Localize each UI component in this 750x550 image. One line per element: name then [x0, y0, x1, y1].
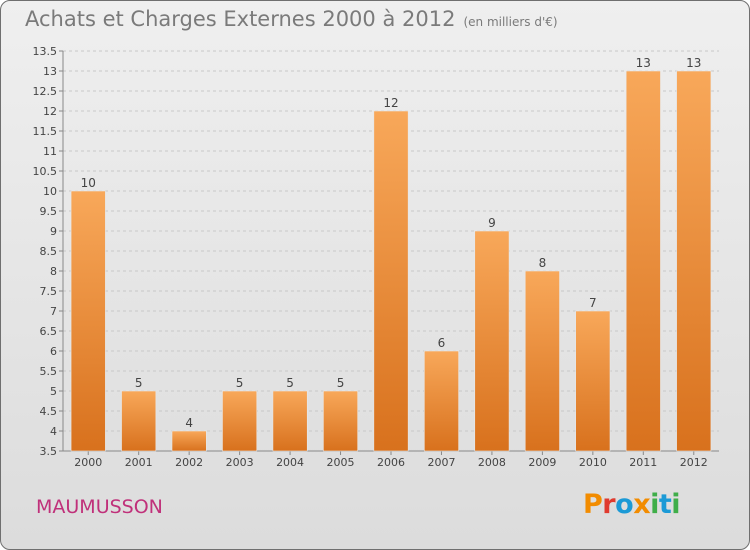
bar-value-label: 8	[539, 256, 547, 270]
bar	[625, 70, 661, 452]
proxiti-logo[interactable]: Proxiti	[583, 489, 681, 520]
chart-header: Achats et Charges Externes 2000 à 2012 (e…	[25, 7, 558, 31]
bar-value-label: 9	[488, 216, 496, 230]
logo-letter: t	[658, 489, 672, 520]
logo-letter: o	[615, 489, 634, 520]
y-tick-label: 7	[50, 305, 57, 318]
bar-value-label: 4	[185, 416, 193, 430]
y-tick-label: 8.5	[40, 245, 58, 258]
y-tick-label: 13	[43, 65, 57, 78]
chart-unit: (en milliers d'€)	[463, 15, 558, 29]
bar	[323, 390, 358, 452]
y-tick-label: 8	[50, 265, 57, 278]
y-tick-label: 13.5	[33, 45, 58, 58]
x-tick-label: 2004	[276, 456, 304, 469]
x-tick-label: 2012	[680, 456, 708, 469]
logo-letter: r	[602, 489, 616, 520]
x-tick-label: 2003	[226, 456, 254, 469]
y-tick-label: 6	[50, 345, 57, 358]
bar	[424, 350, 459, 452]
bars	[70, 70, 712, 452]
logo-letter: i	[650, 489, 659, 520]
y-tick-label: 10.5	[33, 165, 58, 178]
bar	[70, 190, 106, 452]
y-tick-label: 9.5	[40, 205, 58, 218]
y-tick-label: 4	[50, 425, 57, 438]
bar-value-label: 13	[636, 56, 651, 70]
y-tick-label: 4.5	[40, 405, 58, 418]
bar-value-label: 7	[589, 296, 597, 310]
bar	[272, 390, 308, 452]
x-tick-label: 2008	[478, 456, 506, 469]
bar	[474, 230, 510, 452]
x-tick-label: 2005	[327, 456, 355, 469]
bar	[524, 270, 560, 452]
bar-value-label: 10	[81, 176, 96, 190]
y-tick-label: 5	[50, 385, 57, 398]
y-tick-label: 5.5	[40, 365, 58, 378]
bar	[222, 390, 258, 452]
logo-letter: P	[583, 489, 603, 520]
x-tick-label: 2006	[377, 456, 405, 469]
x-tick-label: 2009	[528, 456, 556, 469]
y-tick-label: 3.5	[40, 445, 58, 458]
commune-name: MAUMUSSON	[36, 496, 163, 518]
bar-value-label: 6	[438, 336, 446, 350]
x-tick-label: 2007	[427, 456, 455, 469]
bar	[373, 110, 409, 452]
y-tick-label: 7.5	[40, 285, 58, 298]
x-tick-label: 2002	[175, 456, 203, 469]
bar	[121, 390, 157, 452]
x-tick-label: 2011	[629, 456, 657, 469]
y-tick-label: 6.5	[40, 325, 58, 338]
y-tick-label: 12.5	[33, 85, 58, 98]
logo-letter: i	[671, 489, 681, 520]
y-tick-label: 12	[43, 105, 57, 118]
bar-value-label: 5	[286, 376, 294, 390]
bar-value-label: 5	[135, 376, 143, 390]
bar	[171, 430, 207, 452]
y-tick-label: 10	[43, 185, 57, 198]
bar-value-label: 5	[236, 376, 244, 390]
bar	[575, 310, 611, 452]
x-tick-label: 2001	[125, 456, 153, 469]
x-tick-label: 2010	[579, 456, 607, 469]
bar-value-label: 12	[383, 96, 398, 110]
bar-value-label: 5	[337, 376, 345, 390]
bar	[676, 70, 712, 452]
labels: 3.5 4 4.5 5 5.5 6 6.5 7 7.5 8 8.5 9 9.5 10 10.5 11 11.5 1…	[33, 45, 708, 469]
x-tick-label: 2000	[74, 456, 102, 469]
y-tick-label: 9	[50, 225, 57, 238]
y-tick-label: 11.5	[33, 125, 58, 138]
bar-value-label: 13	[686, 56, 701, 70]
logo-letter: x	[633, 489, 651, 520]
chart-title: Achats et Charges Externes 2000 à 2012	[25, 7, 456, 31]
y-tick-label: 11	[43, 145, 57, 158]
